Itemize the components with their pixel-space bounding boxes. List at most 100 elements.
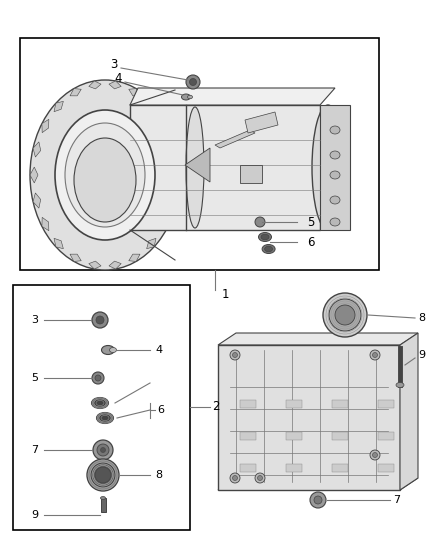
Circle shape (87, 459, 119, 491)
Bar (240, 432, 256, 440)
Text: 3: 3 (31, 315, 38, 325)
Circle shape (92, 312, 108, 328)
Ellipse shape (330, 151, 340, 159)
Ellipse shape (74, 138, 136, 222)
Text: 8: 8 (418, 313, 425, 323)
Text: 6: 6 (157, 405, 164, 415)
Text: 8: 8 (155, 470, 162, 480)
Circle shape (230, 473, 240, 483)
Polygon shape (109, 261, 121, 269)
Bar (218, 345, 400, 490)
Circle shape (91, 463, 115, 487)
Ellipse shape (96, 413, 113, 424)
Polygon shape (320, 105, 350, 230)
Polygon shape (185, 148, 210, 182)
Circle shape (335, 305, 355, 325)
Circle shape (186, 75, 200, 89)
Polygon shape (215, 130, 255, 148)
Circle shape (92, 372, 104, 384)
Circle shape (255, 473, 265, 483)
Circle shape (372, 352, 378, 358)
Polygon shape (33, 142, 41, 157)
Text: 6: 6 (307, 236, 314, 248)
Circle shape (230, 350, 240, 360)
Ellipse shape (100, 497, 106, 499)
Ellipse shape (55, 110, 155, 240)
Bar (240, 165, 262, 183)
Ellipse shape (330, 126, 340, 134)
Bar (378, 432, 394, 440)
Circle shape (370, 350, 380, 360)
Bar (378, 464, 394, 472)
Polygon shape (89, 81, 101, 89)
Polygon shape (89, 261, 101, 269)
Text: 4: 4 (114, 72, 122, 85)
Polygon shape (70, 254, 81, 261)
Circle shape (370, 450, 380, 460)
Polygon shape (130, 88, 335, 105)
Polygon shape (42, 119, 49, 133)
Polygon shape (161, 119, 168, 133)
Polygon shape (169, 142, 177, 157)
Bar (286, 432, 302, 440)
Circle shape (372, 453, 378, 457)
Text: 7: 7 (393, 495, 400, 505)
Bar (286, 400, 302, 408)
Circle shape (323, 293, 367, 337)
Text: 3: 3 (110, 59, 118, 71)
Circle shape (95, 467, 111, 483)
Circle shape (329, 299, 361, 331)
Circle shape (233, 475, 237, 481)
Polygon shape (129, 254, 140, 261)
Ellipse shape (99, 415, 110, 422)
Text: 1: 1 (222, 288, 230, 302)
Bar (332, 400, 348, 408)
Polygon shape (400, 333, 418, 490)
Ellipse shape (30, 80, 180, 270)
Polygon shape (54, 238, 64, 249)
Polygon shape (130, 105, 320, 230)
Ellipse shape (95, 400, 106, 407)
Ellipse shape (265, 246, 272, 252)
Text: 9: 9 (418, 350, 425, 360)
Bar (240, 400, 256, 408)
Polygon shape (42, 217, 49, 231)
Circle shape (310, 492, 326, 508)
Polygon shape (161, 217, 168, 231)
Polygon shape (147, 101, 156, 112)
Text: 5: 5 (31, 373, 38, 383)
Ellipse shape (102, 345, 114, 354)
Ellipse shape (330, 171, 340, 179)
Ellipse shape (330, 218, 340, 226)
Bar (240, 464, 256, 472)
Ellipse shape (262, 245, 275, 254)
Ellipse shape (261, 234, 269, 240)
Ellipse shape (187, 95, 192, 99)
Ellipse shape (181, 94, 191, 100)
Bar (286, 464, 302, 472)
Polygon shape (172, 167, 180, 183)
Polygon shape (147, 238, 156, 249)
Polygon shape (30, 167, 38, 183)
Ellipse shape (330, 196, 340, 204)
Polygon shape (218, 333, 418, 345)
Ellipse shape (186, 107, 204, 228)
Circle shape (97, 444, 109, 456)
Circle shape (93, 440, 113, 460)
Text: 4: 4 (155, 345, 162, 355)
Polygon shape (218, 478, 418, 490)
Text: 5: 5 (307, 215, 314, 229)
Ellipse shape (110, 348, 117, 352)
Circle shape (258, 475, 262, 481)
Text: 2: 2 (212, 400, 219, 414)
Polygon shape (33, 193, 41, 208)
Polygon shape (169, 193, 177, 208)
Circle shape (255, 217, 265, 227)
Bar (13, 285, 190, 530)
Bar (100, 498, 106, 512)
Circle shape (233, 352, 237, 358)
Ellipse shape (396, 383, 404, 387)
Ellipse shape (312, 105, 344, 230)
Ellipse shape (258, 232, 272, 241)
Circle shape (314, 496, 322, 504)
